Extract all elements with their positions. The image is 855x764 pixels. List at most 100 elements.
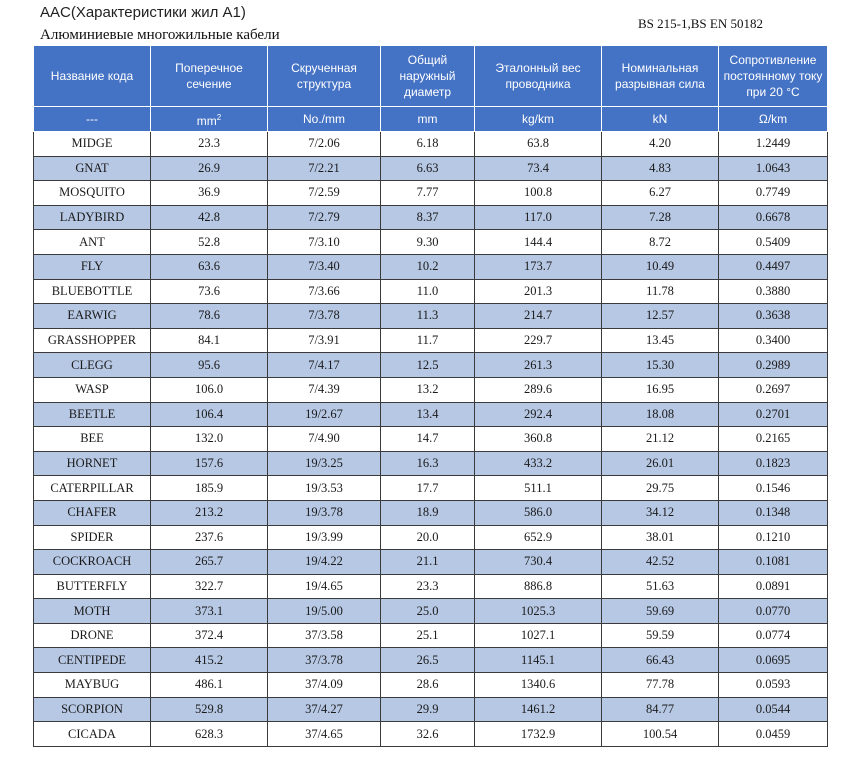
cell-breaking-load: 13.45 — [601, 327, 719, 354]
cell-breaking-load: 66.43 — [601, 647, 719, 674]
cell-breaking-load: 18.08 — [601, 401, 719, 428]
header-row: Название кода Поперечное сечение Скручен… — [33, 45, 828, 107]
cell-diameter: 20.0 — [380, 524, 475, 551]
cell-code-name: GNAT — [33, 155, 151, 182]
cell-cross-section: 42.8 — [150, 204, 268, 231]
cell-stranding: 7/2.59 — [267, 180, 381, 206]
cell-diameter: 14.7 — [380, 426, 475, 452]
cell-cross-section: 415.2 — [150, 647, 268, 674]
cell-dc-resistance: 0.3880 — [718, 278, 828, 305]
cell-breaking-load: 77.78 — [601, 672, 719, 698]
cell-stranding: 7/3.40 — [267, 253, 381, 280]
cell-stranding: 19/4.22 — [267, 549, 381, 575]
cell-stranding: 7/4.39 — [267, 376, 381, 403]
document-title: AAC(Характеристики жил A1) — [40, 4, 246, 21]
cell-stranding: 19/4.65 — [267, 573, 381, 600]
cell-code-name: SCORPION — [33, 696, 151, 723]
table-row: BEE 132.0 7/4.90 14.7 360.8 21.12 0.2165 — [33, 426, 828, 452]
cell-dc-resistance: 0.0774 — [718, 622, 828, 649]
cell-diameter: 32.6 — [380, 721, 475, 747]
cell-code-name: CLEGG — [33, 352, 151, 378]
cell-code-name: DRONE — [33, 622, 151, 649]
cell-code-name: FLY — [33, 253, 151, 280]
cell-cross-section: 157.6 — [150, 450, 268, 477]
cell-weight: 1025.3 — [474, 598, 602, 624]
cell-breaking-load: 6.27 — [601, 180, 719, 206]
cell-cross-section: 373.1 — [150, 598, 268, 624]
column-header-breaking-load: Номинальная разрывная сила — [601, 45, 719, 107]
cell-code-name: MIDGE — [33, 131, 151, 157]
cell-breaking-load: 10.49 — [601, 253, 719, 280]
column-header-weight: Эталонный вес проводника — [474, 45, 602, 107]
cell-diameter: 21.1 — [380, 549, 475, 575]
cell-breaking-load: 29.75 — [601, 475, 719, 501]
cell-diameter: 8.37 — [380, 204, 475, 231]
cell-weight: 511.1 — [474, 475, 602, 501]
cell-code-name: MAYBUG — [33, 672, 151, 698]
cell-weight: 1340.6 — [474, 672, 602, 698]
cell-dc-resistance: 0.1546 — [718, 475, 828, 501]
cell-breaking-load: 42.52 — [601, 549, 719, 575]
cell-breaking-load: 26.01 — [601, 450, 719, 477]
cell-cross-section: 52.8 — [150, 229, 268, 255]
table-row: EARWIG 78.6 7/3.78 11.3 214.7 12.57 0.3638 — [33, 303, 828, 329]
table-row: LADYBIRD 42.8 7/2.79 8.37 117.0 7.28 0.6678 — [33, 204, 828, 231]
table-row: CLEGG 95.6 7/4.17 12.5 261.3 15.30 0.2989 — [33, 352, 828, 378]
table-row: WASP 106.0 7/4.39 13.2 289.6 16.95 0.2697 — [33, 376, 828, 403]
cell-cross-section: 486.1 — [150, 672, 268, 698]
cell-stranding: 7/3.10 — [267, 229, 381, 255]
cell-cross-section: 185.9 — [150, 475, 268, 501]
cell-diameter: 25.1 — [380, 622, 475, 649]
cell-cross-section: 84.1 — [150, 327, 268, 354]
cell-weight: 261.3 — [474, 352, 602, 378]
unit-breaking-load: kN — [601, 106, 719, 132]
cell-stranding: 19/2.67 — [267, 401, 381, 428]
cell-weight: 73.4 — [474, 155, 602, 182]
cell-cross-section: 213.2 — [150, 499, 268, 526]
cell-dc-resistance: 0.0459 — [718, 721, 828, 747]
cell-weight: 1732.9 — [474, 721, 602, 747]
cell-stranding: 7/2.79 — [267, 204, 381, 231]
column-header-code-name: Название кода — [33, 45, 151, 107]
cell-stranding: 19/3.78 — [267, 499, 381, 526]
cell-dc-resistance: 0.1348 — [718, 499, 828, 526]
cell-stranding: 37/3.58 — [267, 622, 381, 649]
cell-breaking-load: 34.12 — [601, 499, 719, 526]
cell-dc-resistance: 0.0891 — [718, 573, 828, 600]
cell-cross-section: 265.7 — [150, 549, 268, 575]
cell-cross-section: 78.6 — [150, 303, 268, 329]
table-row: GRASSHOPPER 84.1 7/3.91 11.7 229.7 13.45 0.340… — [33, 327, 828, 354]
cell-code-name: MOTH — [33, 598, 151, 624]
unit-cross-section-base: mm — [196, 113, 217, 128]
cell-dc-resistance: 1.0643 — [718, 155, 828, 182]
cell-code-name: COCKROACH — [33, 549, 151, 575]
cell-stranding: 19/5.00 — [267, 598, 381, 624]
column-header-stranding: Скрученная структура — [267, 45, 381, 107]
cell-diameter: 9.30 — [380, 229, 475, 255]
cell-dc-resistance: 0.6678 — [718, 204, 828, 231]
unit-cross-section: mm2 — [150, 106, 268, 132]
cell-dc-resistance: 0.0544 — [718, 696, 828, 723]
table-row: COCKROACH 265.7 19/4.22 21.1 730.4 42.52 0.108… — [33, 549, 828, 575]
cell-stranding: 7/3.78 — [267, 303, 381, 329]
table-row: CICADA 628.3 37/4.65 32.6 1732.9 100.54 0.0459 — [33, 721, 828, 747]
cell-stranding: 19/3.99 — [267, 524, 381, 551]
cell-breaking-load: 8.72 — [601, 229, 719, 255]
table-row: MAYBUG 486.1 37/4.09 28.6 1340.6 77.78 0.0593 — [33, 672, 828, 698]
cell-stranding: 7/4.90 — [267, 426, 381, 452]
document-subtitle: Алюминиевые многожильные кабели — [40, 27, 280, 43]
cell-weight: 63.8 — [474, 131, 602, 157]
table-row: SPIDER 237.6 19/3.99 20.0 652.9 38.01 0.1210 — [33, 524, 828, 551]
table-row: MOSQUITO 36.9 7/2.59 7.77 100.8 6.27 0.7749 — [33, 180, 828, 206]
cell-dc-resistance: 0.0695 — [718, 647, 828, 674]
cable-spec-table: Название кода Поперечное сечение Скручен… — [33, 45, 828, 747]
table-row: HORNET 157.6 19/3.25 16.3 433.2 26.01 0.1823 — [33, 450, 828, 477]
cell-stranding: 7/2.21 — [267, 155, 381, 182]
cell-diameter: 6.63 — [380, 155, 475, 182]
cell-cross-section: 23.3 — [150, 131, 268, 157]
table-row: BEETLE 106.4 19/2.67 13.4 292.4 18.08 0.2701 — [33, 401, 828, 428]
cell-breaking-load: 11.78 — [601, 278, 719, 305]
cell-dc-resistance: 0.2701 — [718, 401, 828, 428]
cell-weight: 1145.1 — [474, 647, 602, 674]
table-row: BLUEBOTTLE 73.6 7/3.66 11.0 201.3 11.78 0.3880 — [33, 278, 828, 305]
